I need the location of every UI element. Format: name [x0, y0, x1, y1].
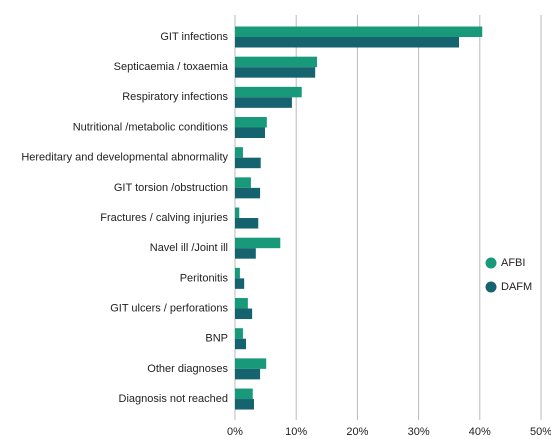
bar [235, 147, 243, 158]
bar [235, 218, 259, 229]
bar [235, 338, 247, 350]
y-tick-label: GIT torsion /obstruction [114, 182, 228, 194]
y-tick-label: Diagnosis not reached [119, 393, 228, 405]
bar [235, 237, 281, 249]
bar [235, 187, 261, 199]
bar [235, 278, 245, 289]
bar [235, 97, 292, 108]
y-tick-label: Nutritional /metabolic conditions [73, 121, 229, 133]
bar [235, 388, 253, 400]
y-tick-label: Peritonitis [180, 272, 229, 284]
x-tick-label: 20% [346, 426, 368, 438]
y-tick-label: Respiratory infections [122, 91, 228, 103]
bar [235, 298, 248, 309]
legend-label: DAFM [501, 281, 532, 293]
bar [235, 177, 251, 188]
bar [235, 56, 318, 68]
y-tick-label: BNP [205, 333, 228, 345]
x-tick-label: 0% [227, 426, 243, 438]
y-tick-label: Hereditary and developmental abnormality [21, 152, 228, 164]
bar [235, 308, 253, 320]
y-tick-label: Septicaemia / toxaemia [114, 61, 229, 73]
bar [235, 358, 267, 369]
bar [235, 328, 243, 339]
legend-marker [485, 281, 497, 293]
y-tick-label: Other diagnoses [147, 363, 228, 375]
bar [235, 399, 254, 410]
x-tick-label: 50% [530, 426, 551, 438]
legend-label: AFBI [501, 257, 525, 269]
y-tick-label: GIT ulcers / perforations [110, 302, 228, 314]
bar [235, 37, 459, 48]
bar [235, 368, 261, 380]
bar [235, 248, 256, 259]
bar [235, 86, 302, 98]
y-tick-label: Navel ill /Joint ill [150, 242, 228, 254]
legend-marker [485, 257, 497, 269]
bar [235, 267, 240, 279]
bar [235, 207, 240, 219]
x-tick-label: 10% [285, 426, 307, 438]
x-tick-label: 40% [469, 426, 491, 438]
bar [235, 117, 267, 128]
bar [235, 157, 261, 169]
y-tick-label: Fractures / calving injuries [100, 212, 228, 224]
bar [235, 67, 316, 78]
x-tick-label: 30% [408, 426, 430, 438]
bar [235, 127, 265, 139]
bar [235, 26, 483, 37]
y-tick-label: GIT infections [160, 31, 228, 43]
